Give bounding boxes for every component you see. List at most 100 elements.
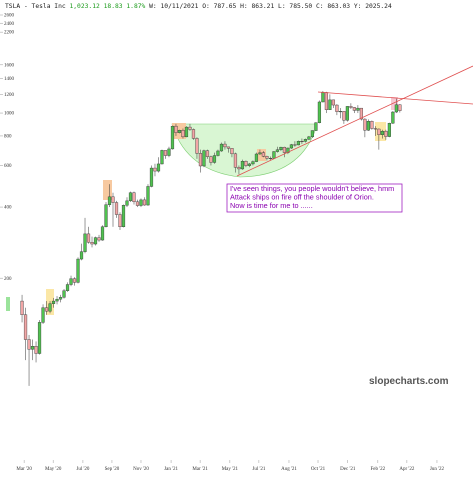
candle-body [363, 118, 367, 131]
annotations-front: I've seen things, you people wouldn't be… [226, 65, 473, 387]
candle-body [338, 111, 343, 113]
candle-body [83, 233, 87, 252]
candle-body [139, 199, 143, 206]
candle-body [289, 144, 294, 149]
candle-body [394, 104, 398, 113]
x-tick-label: May '20 [45, 467, 62, 472]
highlight [375, 122, 386, 141]
y-tick-label: 200 [4, 277, 12, 282]
candle-body [128, 192, 133, 202]
candle-body [342, 111, 346, 121]
candle-body [100, 226, 105, 241]
candle-body [30, 346, 35, 350]
candle-body [181, 130, 185, 138]
candle-body [380, 130, 384, 135]
candle-body [230, 148, 234, 155]
y-tick-label: 1000 [4, 112, 15, 117]
candle-body [79, 251, 84, 260]
candle-body [237, 167, 241, 170]
candle-body [174, 125, 178, 133]
candle-body [20, 300, 24, 315]
candle-body [335, 104, 339, 112]
candle-body [48, 303, 52, 312]
candle-body [163, 150, 168, 156]
annotations-back [6, 97, 398, 315]
candle-body [387, 123, 391, 137]
candle-body [114, 202, 119, 215]
candle-body [202, 150, 206, 167]
note-line: I've seen things, you people wouldn't be… [230, 184, 394, 193]
candle-body [34, 346, 38, 354]
candle-body [398, 104, 402, 111]
y-tick-label: 2200 [4, 31, 15, 36]
candle-body [349, 106, 353, 108]
candle-body [167, 148, 171, 156]
candle-body [254, 153, 259, 162]
candle-body [135, 201, 140, 206]
candle-body [247, 163, 252, 166]
cup-pattern [171, 123, 317, 178]
note-box [226, 183, 403, 213]
note-line: Now is time for me to ...... [230, 201, 313, 210]
candle-body [195, 138, 199, 154]
watermark: slopecharts.com [369, 376, 449, 387]
candle-body [62, 290, 66, 298]
candle-body [146, 186, 150, 206]
x-tick-label: Mar '20 [16, 467, 32, 472]
candle-body [93, 237, 98, 245]
candle-body [51, 300, 56, 304]
candle-body [240, 161, 245, 170]
candle-body [118, 214, 122, 228]
trend-line [236, 65, 473, 177]
x-tick-label: Mar '21 [192, 467, 208, 472]
x-tick-label: Jul '20 [76, 467, 89, 472]
candle-body [72, 278, 77, 283]
candle-body [198, 153, 203, 167]
candle-body [55, 298, 59, 302]
candle-body [212, 155, 217, 163]
highlight [391, 97, 398, 110]
candle-body [321, 92, 325, 103]
candle-body [160, 150, 164, 165]
change: 18.83 [104, 3, 123, 10]
candle-body [223, 143, 227, 148]
y-tick-label: 600 [4, 164, 12, 169]
x-tick-label: Feb '22 [371, 467, 386, 472]
candle-body [156, 163, 161, 172]
candle-body [331, 99, 336, 106]
candle-body [384, 130, 388, 137]
candle-body [370, 121, 374, 129]
candle-body [251, 161, 255, 165]
candle-body [261, 152, 266, 157]
candle-body [282, 146, 287, 153]
candle-body [219, 143, 224, 152]
candle-body [293, 144, 297, 146]
axes: 2600 2400 2200 1600 1400 1200 1000 800 600 400 200… [0, 14, 445, 472]
candle-body [97, 237, 101, 241]
change-pct: 1.87% [126, 3, 145, 10]
candle-body [279, 146, 283, 150]
candle-body [300, 141, 304, 143]
x-tick-label: Nov '20 [133, 467, 149, 472]
candle-body [317, 101, 322, 123]
candle-body [69, 278, 73, 285]
candle-body [44, 307, 49, 312]
candle-body [307, 136, 311, 140]
candle-body [359, 107, 363, 120]
x-tick-label: Oct '21 [311, 467, 326, 472]
candle-body [86, 233, 91, 243]
x-tick-label: Apr '22 [399, 467, 414, 472]
y-tick-label: 1200 [4, 93, 15, 98]
candle-body [391, 111, 395, 124]
candle-body [352, 107, 356, 111]
candle-body [184, 126, 189, 138]
candle-body [27, 339, 31, 350]
symbol: TSLA - Tesla Inc [5, 3, 66, 10]
candle-body [373, 128, 377, 130]
y-tick-label: 1600 [4, 63, 15, 68]
candle-body [209, 156, 213, 163]
candle-body [125, 200, 129, 206]
y-tick-label: 400 [4, 206, 12, 211]
candle-body [265, 156, 269, 159]
